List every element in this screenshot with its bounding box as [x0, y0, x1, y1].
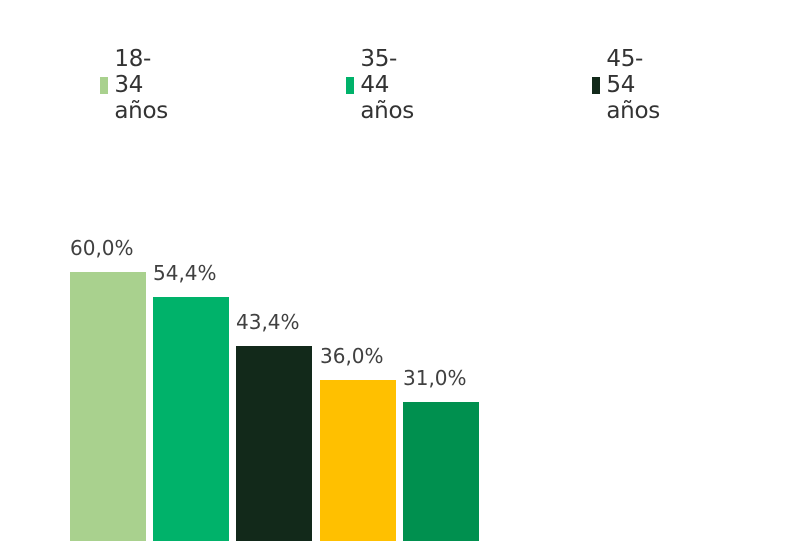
bar-value-label: 60,0% — [70, 236, 134, 260]
legend-swatch-18-34 — [100, 76, 109, 94]
legend-item-45-54: 45-54 años — [592, 46, 669, 124]
legend-swatch-45-54 — [592, 76, 601, 94]
legend-label: 45-54 años — [606, 46, 660, 124]
legend-label: 18-34 años — [114, 46, 168, 124]
bar-value-label: 54,4% — [153, 261, 217, 286]
bar-value-label: 31,0% — [403, 366, 467, 391]
legend-item-35-44: 35-44 años — [346, 46, 423, 124]
bar-3 — [236, 346, 312, 541]
bar-2 — [153, 297, 229, 541]
bar-4 — [320, 379, 396, 541]
legend-label: 35-44 años — [360, 46, 414, 124]
bar-value-label: 36,0% — [320, 343, 384, 368]
bar-1 — [70, 272, 146, 541]
bar-value-label: 43,4% — [236, 310, 300, 335]
legend-item-18-34: 18-34 años — [100, 46, 177, 124]
bar-5 — [403, 402, 479, 541]
legend-swatch-35-44 — [346, 76, 355, 94]
